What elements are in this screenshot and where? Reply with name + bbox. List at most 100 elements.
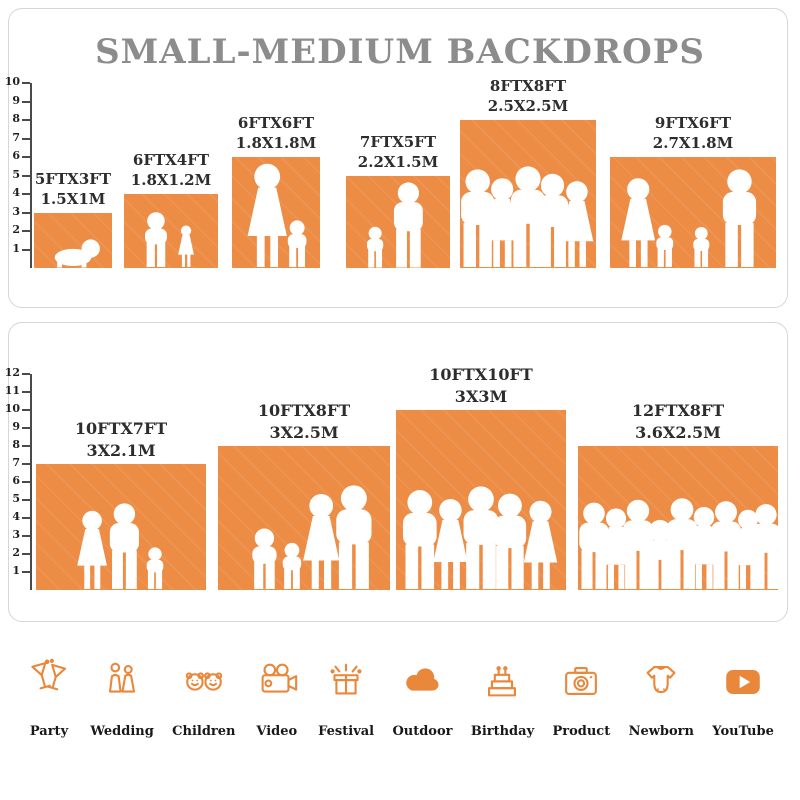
category-label: Children: [172, 724, 236, 739]
size-ft-label: 9FTX6FT: [654, 114, 732, 132]
category-video: Video: [254, 658, 300, 739]
category-festival: Festival: [318, 658, 374, 739]
size-ft-label: 8FTX8FT: [489, 77, 567, 95]
block-size-label: 8FTX8FT 2.5X2.5M: [488, 76, 568, 117]
size-m-label: 1.8X1.2M: [130, 171, 212, 190]
scale-tick: [22, 391, 30, 393]
category-label: Birthday: [470, 724, 535, 739]
people-silhouettes: [252, 485, 372, 589]
outdoor-icon: [406, 668, 439, 691]
scale-tick: [22, 481, 30, 483]
category-label: Wedding: [90, 724, 154, 739]
scale-number: 6: [12, 149, 20, 162]
scale-number: 1: [12, 564, 20, 577]
backdrop-block-10ftx8ft: [218, 446, 390, 590]
size-ft-label: 5FTX3FT: [34, 169, 112, 188]
size-ft-label: 10FTX10FT: [429, 365, 533, 384]
people-silhouettes: [145, 212, 194, 267]
scale-tick: [22, 174, 30, 177]
people-silhouettes: [461, 166, 594, 267]
scale-number: 11: [4, 384, 20, 397]
category-label: YouTube: [712, 724, 774, 739]
backdrop-block-10ftx10ft: [396, 410, 566, 590]
block-size-label: 7FTX5FT 2.2X1.5M: [358, 132, 438, 173]
scale-tick: [22, 82, 30, 84]
size-m-label: 2.2X1.5M: [357, 152, 439, 171]
scale-number: 4: [12, 186, 20, 199]
scale-number: 2: [12, 546, 20, 559]
category-party: Party: [26, 658, 72, 739]
size-m-label: 3X2.1M: [86, 440, 156, 460]
category-wedding: Wedding: [90, 658, 154, 739]
festival-icon: [330, 663, 362, 695]
people-silhouettes: [579, 498, 778, 589]
category-label: Party: [29, 724, 69, 739]
scale-number: 7: [12, 456, 20, 469]
backdrop-block-10ftx7ft: [36, 464, 206, 590]
ruler-line: [30, 83, 32, 268]
scale-tick: [22, 248, 30, 251]
scale-number: 8: [12, 112, 20, 125]
category-outdoor: Outdoor: [392, 658, 453, 739]
scale-tick: [22, 211, 30, 214]
backdrop-block-7ftx5ft: [346, 175, 450, 268]
block-size-label: 6FTX6FT 1.8X1.8M: [236, 113, 316, 154]
scale-tick: [22, 499, 30, 501]
category-row: Party Wedding Children: [0, 658, 800, 739]
backdrop-block-8ftx8ft: [460, 120, 596, 268]
party-icon: [31, 658, 67, 691]
scale-number: 12: [4, 366, 20, 379]
people-silhouettes: [77, 503, 164, 589]
scale-number: 4: [12, 510, 20, 523]
scale-number: 5: [12, 492, 20, 505]
scale-number: 6: [12, 474, 20, 487]
block-size-label: 9FTX6FT 2.7X1.8M: [653, 113, 733, 154]
scale-number: 10: [4, 75, 20, 88]
category-birthday: Birthday: [471, 658, 534, 739]
category-label: Video: [256, 724, 298, 739]
scale-number: 9: [12, 420, 20, 433]
product-icon: [565, 667, 598, 695]
category-children: Children: [172, 658, 235, 739]
video-icon: [261, 663, 298, 693]
wedding-icon: [109, 662, 136, 693]
scale-number: 3: [12, 204, 20, 218]
scale-number: 1: [12, 241, 20, 255]
people-silhouettes: [402, 486, 558, 589]
children-icon: [185, 672, 223, 691]
newborn-icon: [646, 666, 676, 694]
scale-tick: [22, 119, 30, 121]
block-size-label: 6FTX4FT 1.8X1.2M: [131, 150, 211, 191]
category-label: Outdoor: [392, 724, 453, 739]
scale-tick: [22, 571, 30, 573]
size-m-label: 1.8X1.8M: [235, 134, 317, 153]
birthday-icon: [488, 666, 517, 697]
page-title: SMALL-MEDIUM BACKDROPS: [95, 32, 705, 72]
backdrop-block-12ftx8ft: [578, 446, 778, 590]
size-m-label: 3.6X2.5M: [635, 422, 721, 442]
scale-tick: [22, 517, 30, 519]
category-label: Newborn: [628, 724, 694, 739]
scale-tick: [22, 427, 30, 429]
scale-number: 10: [4, 402, 20, 415]
category-youtube: YouTube: [712, 658, 774, 739]
scale-tick: [22, 535, 30, 537]
size-ft-label: 6FTX6FT: [237, 114, 315, 132]
size-m-label: 3X2.5M: [269, 422, 339, 442]
size-ft-label: 6FTX4FT: [132, 151, 210, 169]
backdrop-block-6ftx4ft: [124, 194, 218, 268]
people-silhouettes: [247, 163, 307, 267]
scale-tick: [22, 137, 30, 140]
youtube-icon: [726, 669, 760, 694]
scale-tick: [22, 553, 30, 555]
size-ft-label: 10FTX8FT: [257, 401, 351, 420]
backdrop-block-9ftx6ft: [610, 157, 776, 268]
block-size-label: 10FTX8FT 3X2.5M: [258, 400, 350, 443]
scale-number: 8: [12, 438, 20, 451]
backdrop-block-6ftx6ft: [232, 157, 320, 268]
size-m-label: 2.5X2.5M: [487, 97, 569, 116]
category-product: Product: [552, 658, 610, 739]
size-m-label: 1.5X1M: [40, 189, 106, 208]
scale-tick: [22, 100, 30, 103]
scale-number: 7: [12, 130, 20, 144]
